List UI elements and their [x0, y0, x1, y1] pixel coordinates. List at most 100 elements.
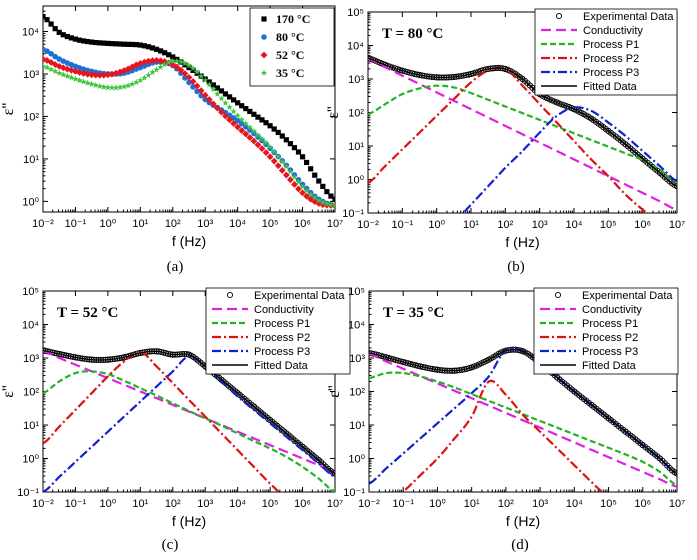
data-point — [153, 46, 160, 52]
series-line-fitted-data — [369, 349, 677, 475]
data-point — [136, 59, 144, 67]
legend-box — [205, 287, 351, 375]
data-point — [234, 112, 241, 119]
legend-label: 35 °C — [276, 66, 304, 80]
y-tick-label: 10⁴ — [347, 41, 364, 53]
temperature-annotation: T = 35 °C — [383, 305, 444, 321]
y-axis-label: ε'' — [326, 385, 343, 398]
series-line-fitted-data — [43, 349, 335, 475]
y-axis-label: ε'' — [0, 103, 17, 116]
data-point — [96, 82, 104, 89]
x-tick-label: 10³ — [197, 498, 213, 510]
legend-label: Process P2 — [582, 332, 638, 344]
data-point — [261, 16, 267, 22]
x-axis-label: f (Hz) — [172, 233, 206, 249]
data-point — [283, 163, 290, 170]
data-point — [303, 192, 311, 200]
x-tick-label: 10² — [165, 498, 181, 510]
x-tick-label: 10⁰ — [429, 498, 446, 510]
data-point — [307, 195, 315, 203]
legend-label: Process P3 — [583, 67, 639, 79]
legend-label: Process P2 — [583, 53, 639, 65]
data-point — [55, 62, 63, 70]
series-line-process-p2 — [401, 379, 604, 492]
data-point — [149, 45, 156, 51]
data-point — [210, 82, 216, 88]
data-point — [267, 123, 273, 129]
data-point — [226, 291, 234, 299]
data-point — [104, 71, 112, 79]
data-point — [88, 71, 96, 79]
data-point — [181, 59, 189, 67]
data-point — [137, 42, 143, 48]
data-point — [181, 70, 189, 78]
data-point — [222, 91, 229, 97]
series-line-process-p3 — [461, 106, 677, 213]
y-tick-label: 10² — [23, 387, 39, 399]
data-point — [255, 114, 261, 120]
legend-label: Fitted Data — [254, 360, 309, 372]
data-point — [254, 131, 262, 138]
data-point — [266, 153, 274, 161]
data-point — [80, 78, 87, 85]
y-tick-label: 10¹ — [348, 141, 364, 153]
data-point — [260, 51, 268, 59]
x-tick-label: 10⁴ — [229, 498, 246, 510]
y-tick-label: 10⁻¹ — [342, 208, 364, 220]
data-point — [132, 61, 140, 69]
x-tick-label: 10⁰ — [428, 219, 445, 231]
data-point — [201, 91, 209, 99]
data-point — [72, 75, 79, 82]
y-tick-label: 10¹ — [349, 420, 365, 432]
data-point — [51, 61, 59, 68]
data-point — [197, 72, 205, 79]
data-point — [202, 96, 209, 103]
data-point — [299, 189, 306, 197]
data-point — [125, 41, 131, 47]
data-point — [286, 176, 294, 184]
series-line-fitted-data — [368, 57, 677, 187]
plot-frame — [42, 5, 336, 213]
data-point — [149, 68, 156, 76]
x-tick-label: 10⁰ — [100, 218, 117, 230]
data-point — [145, 57, 152, 65]
data-point — [222, 109, 229, 116]
data-point — [218, 108, 225, 116]
panel-caption: (d) — [511, 537, 529, 553]
legend-label: Fitted Data — [583, 81, 638, 93]
data-point — [254, 141, 262, 149]
data-point — [89, 39, 95, 45]
y-tick-label: 10⁵ — [22, 286, 39, 298]
data-point — [145, 71, 152, 78]
data-point — [312, 172, 318, 178]
y-tick-label: 10² — [349, 387, 365, 399]
data-point — [117, 41, 123, 47]
data-point — [43, 64, 51, 71]
x-tick-label: 10⁵ — [600, 498, 617, 510]
y-tick-label: 10¹ — [23, 154, 39, 166]
data-point — [145, 44, 152, 50]
x-tick-label: 10⁻¹ — [392, 498, 414, 510]
data-point — [262, 149, 270, 157]
y-tick-label: 10⁵ — [348, 286, 365, 298]
data-point — [271, 126, 277, 132]
data-point — [92, 81, 99, 88]
data-point — [259, 117, 265, 123]
data-point — [320, 183, 326, 190]
data-point — [169, 61, 177, 69]
x-tick-label: 10⁷ — [669, 219, 685, 231]
data-point — [48, 21, 54, 27]
legend-label: 52 °C — [276, 48, 304, 62]
y-axis-label: ε'' — [0, 385, 17, 398]
y-tick-label: 10⁰ — [348, 454, 365, 466]
data-point — [141, 74, 148, 81]
data-point — [323, 200, 331, 207]
data-point — [230, 120, 238, 127]
data-point — [311, 198, 319, 206]
data-point — [193, 68, 201, 75]
data-point — [234, 123, 242, 131]
data-point — [85, 38, 91, 45]
series-line-process-p1 — [368, 84, 677, 184]
panel-caption: (c) — [162, 537, 179, 553]
data-point — [170, 54, 176, 60]
